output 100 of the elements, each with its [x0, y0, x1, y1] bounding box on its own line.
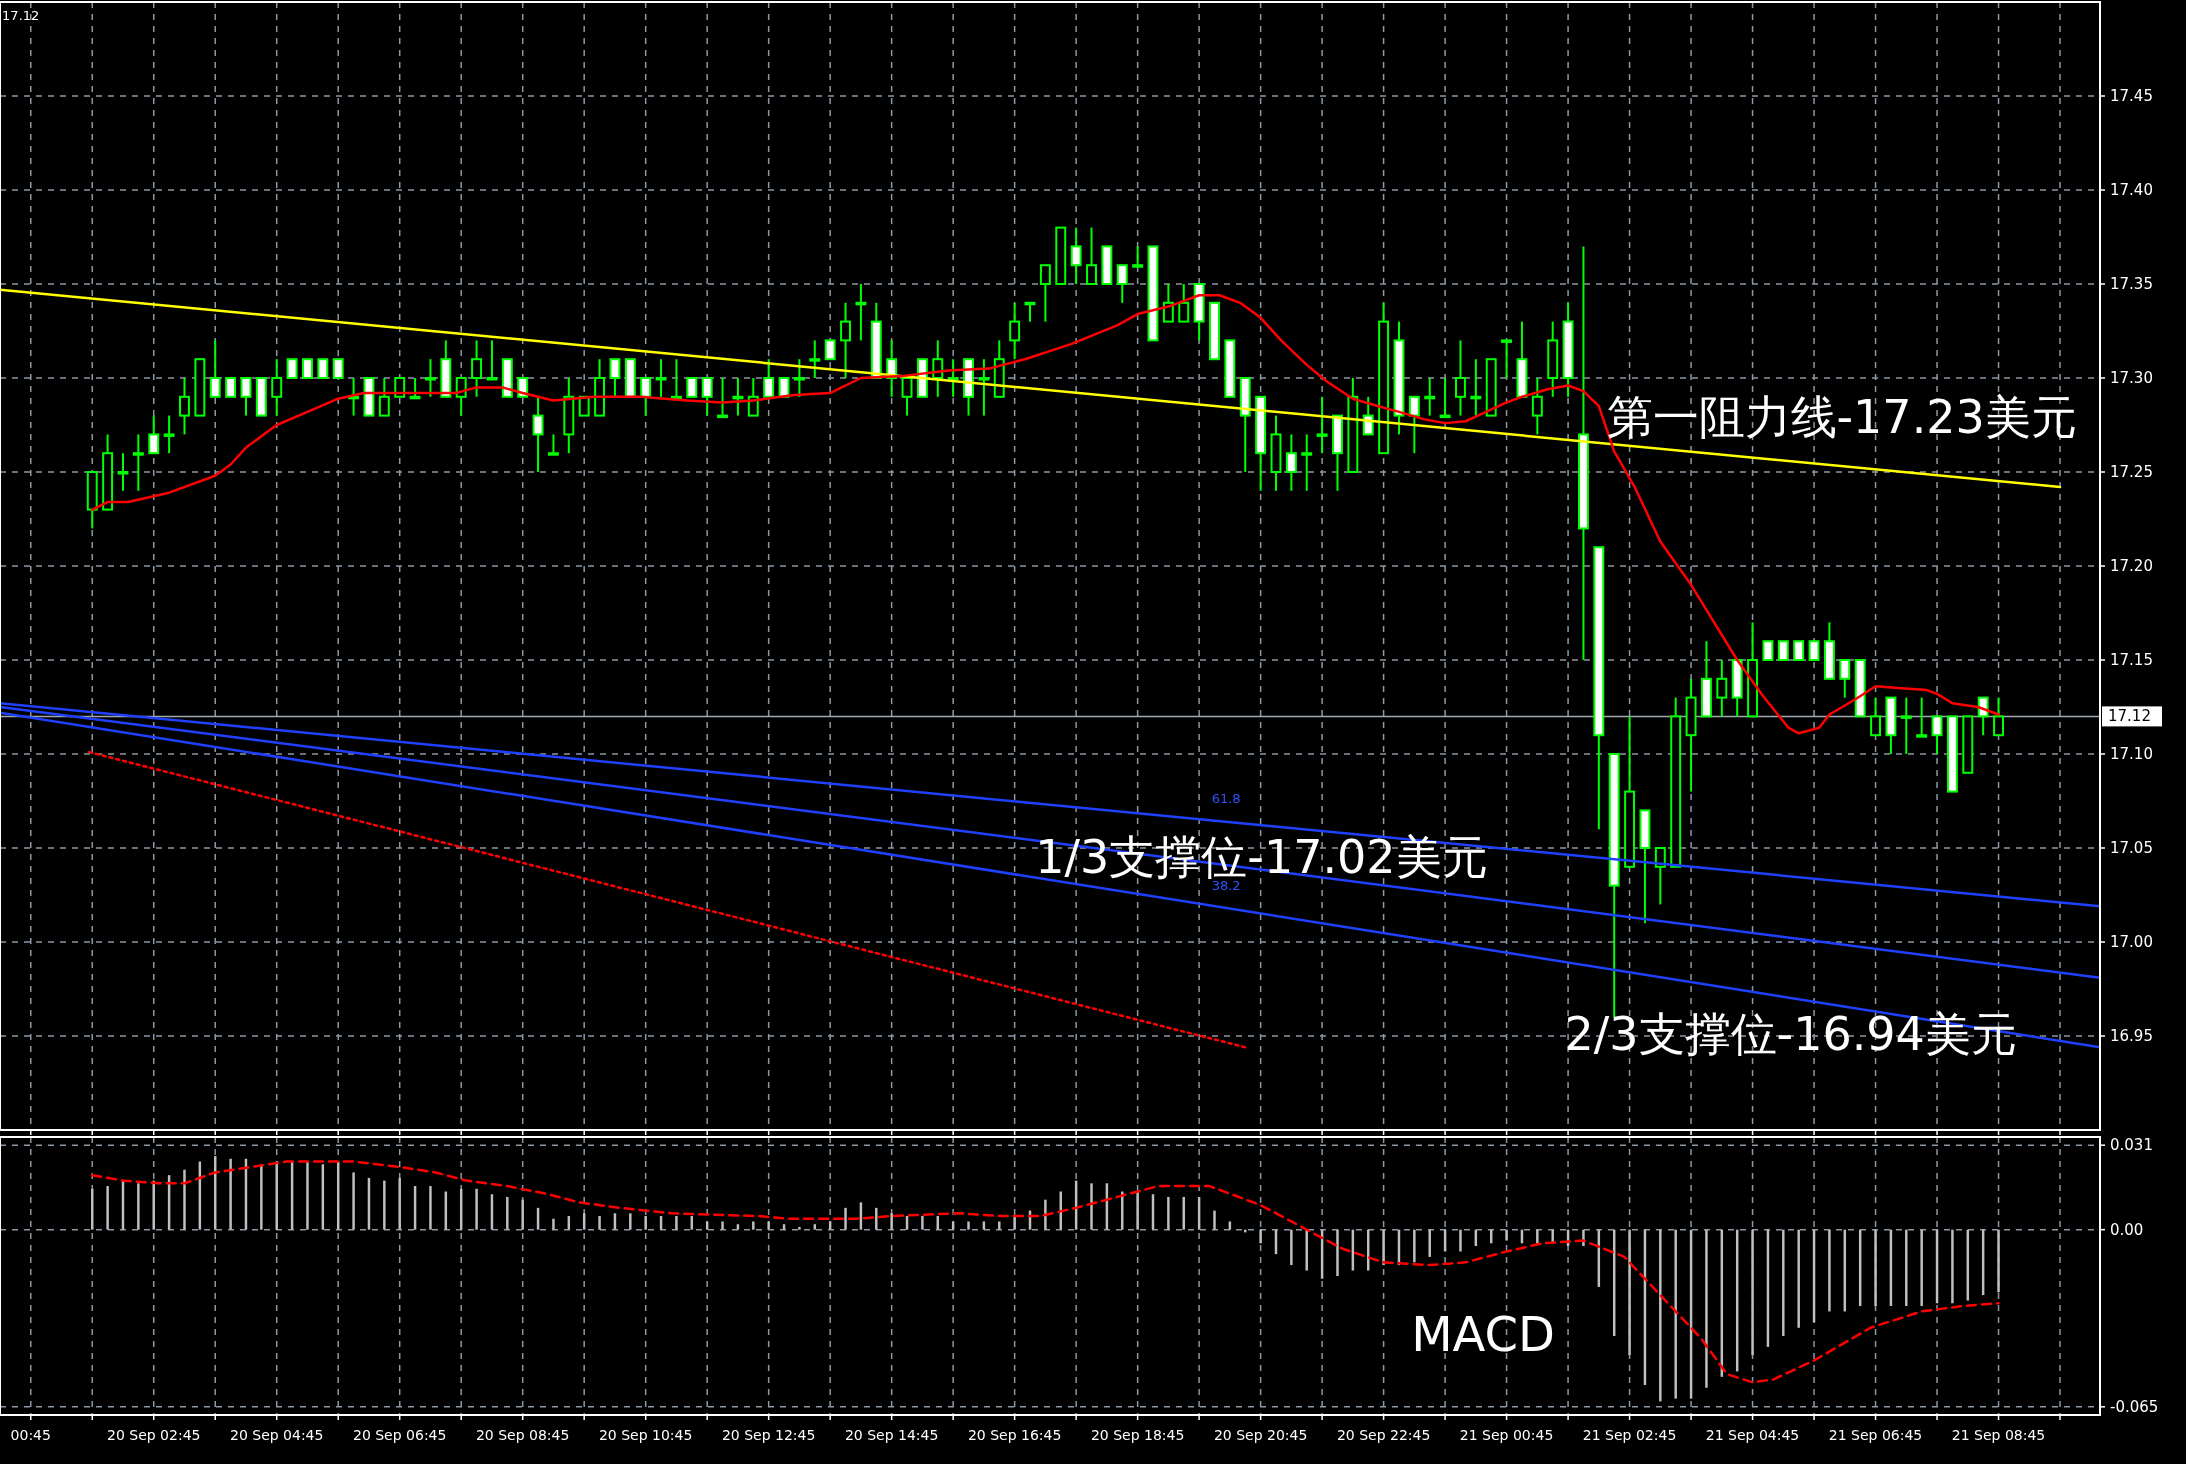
candlestick [717, 377, 729, 419]
candlestick [1316, 395, 1328, 455]
candlestick [1439, 377, 1451, 419]
bar [752, 1221, 755, 1230]
bar [521, 1199, 524, 1230]
candlestick [394, 377, 406, 398]
candlestick [1470, 358, 1482, 417]
candlestick [840, 301, 851, 379]
candlestick [378, 377, 390, 417]
annotation: MACD [1411, 1306, 1556, 1363]
candlestick [1408, 395, 1420, 455]
candlestick [240, 377, 252, 417]
bar [1044, 1199, 1047, 1230]
bar [260, 1164, 263, 1230]
bar [982, 1221, 986, 1230]
bar [1336, 1229, 1339, 1276]
bar [1090, 1183, 1093, 1230]
bar [1382, 1229, 1385, 1266]
bar [782, 1224, 786, 1230]
candlestick [117, 452, 129, 492]
bar [644, 1216, 647, 1230]
x-tick-label: 20 Sep 06:45 [352, 1427, 447, 1443]
bar [921, 1216, 924, 1230]
candlestick [1900, 696, 1912, 755]
x-tick-label: 20 Sep 18:45 [1090, 1427, 1185, 1443]
candlestick [1301, 433, 1313, 492]
bar [1659, 1229, 1662, 1402]
bar [875, 1207, 878, 1230]
candlestick [148, 414, 160, 455]
candlestick [132, 433, 144, 492]
x-tick-label: 20 Sep 02:45 [107, 1427, 201, 1443]
candlestick [1086, 226, 1097, 285]
bar [1951, 1229, 1954, 1304]
bar [813, 1224, 817, 1230]
y-tick-label: 17.25 [2110, 463, 2153, 481]
bar [352, 1172, 355, 1230]
bar [705, 1221, 709, 1230]
candlestick [1501, 339, 1513, 379]
candlestick [978, 358, 990, 417]
candlestick [901, 377, 913, 417]
y-tick-label: 0.031 [2110, 1136, 2153, 1155]
bar [475, 1188, 478, 1230]
x-tick-label: 20 Sep 22:45 [1336, 1427, 1431, 1443]
bar [1459, 1229, 1462, 1252]
bar [306, 1161, 309, 1230]
candlestick [1132, 245, 1144, 268]
bar [1674, 1229, 1677, 1399]
x-tick-label: 20 Sep 14:45 [844, 1427, 939, 1443]
bar [736, 1224, 740, 1230]
y-tick-label: 17.35 [2110, 275, 2153, 293]
candlestick [225, 377, 237, 398]
bar [1782, 1229, 1785, 1336]
candlestick [609, 358, 621, 398]
bar [137, 1183, 140, 1230]
bar [1920, 1229, 1923, 1306]
bar [275, 1161, 278, 1230]
bar [552, 1218, 555, 1230]
bar [1413, 1229, 1416, 1263]
candlestick [486, 339, 498, 381]
bar [998, 1221, 1001, 1230]
ref-line-label: 17.12 [2108, 707, 2151, 726]
candlestick [209, 339, 221, 398]
candlestick [1793, 640, 1805, 661]
candlestick [701, 377, 713, 417]
x-tick-label: 21 Sep 00:45 [1459, 1427, 1554, 1443]
x-tick-label: 20 Sep 10:45 [598, 1427, 693, 1443]
candlestick [302, 358, 313, 379]
x-tick-label: 20 Sep 16:45 [967, 1427, 1062, 1443]
bar [798, 1226, 801, 1230]
candlestick [1777, 640, 1789, 661]
candlestick [793, 358, 805, 398]
y-tick-label: 17.15 [2110, 651, 2153, 669]
bar [106, 1186, 109, 1230]
bar [1259, 1229, 1262, 1244]
bar [398, 1177, 401, 1230]
candlestick [824, 339, 836, 361]
bar [1828, 1229, 1831, 1312]
x-tick-label: 20 Sep 04:45 [229, 1427, 324, 1443]
candlestick [1654, 847, 1666, 906]
bar [598, 1216, 601, 1230]
candlestick [1993, 696, 2004, 737]
bar [1797, 1229, 1800, 1328]
bar [1136, 1191, 1139, 1230]
bar [429, 1186, 432, 1230]
candlestick [1916, 696, 1928, 738]
candlestick [163, 414, 175, 455]
candlestick [271, 358, 283, 417]
bar [1290, 1229, 1293, 1266]
candlestick [1424, 377, 1436, 417]
candlestick [855, 283, 867, 342]
x-tick-label: 20 Sep 12:45 [721, 1427, 816, 1443]
candlestick [532, 395, 544, 473]
bar [229, 1158, 232, 1230]
annotation: 17.12 [2, 8, 40, 24]
candlestick [1009, 301, 1021, 361]
bar [183, 1169, 186, 1230]
bar [1705, 1229, 1708, 1388]
x-tick-label: 21 Sep 06:45 [1828, 1427, 1923, 1443]
bar [1628, 1229, 1631, 1356]
candlestick [1839, 659, 1851, 699]
